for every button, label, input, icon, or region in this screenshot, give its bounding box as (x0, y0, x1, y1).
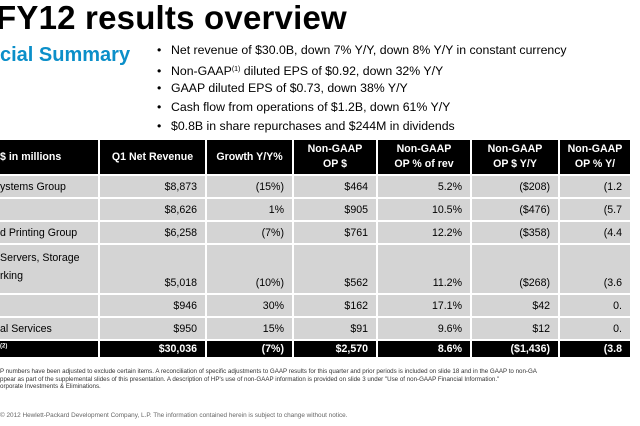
table-row: d Printing Group $6,258 (7%) $761 12.2% … (0, 222, 630, 243)
cell-growth: (7%) (207, 341, 292, 357)
cell-op-pct: 12.2% (378, 222, 470, 243)
bullet-dot-icon: • (157, 100, 162, 114)
cell-revenue: $946 (100, 295, 205, 316)
cell-revenue: $950 (100, 318, 205, 339)
footnote-line: ppear as part of the supplemental slides… (0, 375, 500, 383)
cell-revenue: $8,626 (100, 199, 205, 220)
cell-op-yy: $42 (472, 295, 558, 316)
cell-segment: ystems Group (0, 176, 98, 197)
cell-revenue: $5,018 (100, 245, 205, 293)
cell-op: $562 (294, 245, 376, 293)
bullet-dot-icon: • (157, 43, 162, 57)
cell-revenue: $30,036 (100, 341, 205, 357)
cell-op-yy: ($476) (472, 199, 558, 220)
cell-op-yy: ($268) (472, 245, 558, 293)
cell-op-yy: $12 (472, 318, 558, 339)
cell-op-pct-yy: (4.4 (560, 222, 630, 243)
header-revenue: Q1 Net Revenue (100, 140, 205, 174)
table-row: $8,626 1% $905 10.5% ($476) (5.7 (0, 199, 630, 220)
cell-op: $2,570 (294, 341, 376, 357)
cell-growth: (10%) (207, 245, 292, 293)
cell-segment (0, 199, 98, 220)
cell-op-pct-yy: 0. (560, 318, 630, 339)
cell-op: $905 (294, 199, 376, 220)
header-op: Non-GAAP OP $ (294, 140, 376, 174)
section-subtitle: cial Summary (0, 44, 131, 66)
cell-growth: 1% (207, 199, 292, 220)
cell-op-pct: 17.1% (378, 295, 470, 316)
cell-op: $162 (294, 295, 376, 316)
cell-growth: (7%) (207, 222, 292, 243)
copyright-notice: © 2012 Hewlett-Packard Development Compa… (0, 412, 348, 419)
table-header-row: $ in millions Q1 Net Revenue Growth Y/Y%… (0, 140, 630, 174)
cell-segment: d Printing Group (0, 222, 98, 243)
bullet-dot-icon: • (157, 119, 162, 133)
cell-revenue: $8,873 (100, 176, 205, 197)
table-row: al Services $950 15% $91 9.6% $12 0. (0, 318, 630, 339)
cell-growth: 15% (207, 318, 292, 339)
cell-op-pct: 8.6% (378, 341, 470, 357)
table-row: $946 30% $162 17.1% $42 0. (0, 295, 630, 316)
cell-growth: (15%) (207, 176, 292, 197)
summary-bullets: • Net revenue of $30.0B, down 7% Y/Y, dow… (157, 41, 567, 136)
cell-op-pct-yy: (1.2 (560, 176, 630, 197)
bullet-dot-icon: • (157, 64, 162, 78)
financial-summary-table: $ in millions Q1 Net Revenue Growth Y/Y%… (0, 138, 632, 359)
cell-op-pct: 5.2% (378, 176, 470, 197)
cell-op: $464 (294, 176, 376, 197)
cell-op-yy: ($358) (472, 222, 558, 243)
cell-op-pct: 9.6% (378, 318, 470, 339)
bullet-item: • Cash flow from operations of $1.2B, dow… (157, 98, 567, 117)
cell-op-pct: 11.2% (378, 245, 470, 293)
cell-op-yy: ($208) (472, 176, 558, 197)
cell-op-pct-yy: 0. (560, 295, 630, 316)
header-op-pct: Non-GAAP OP % of rev (378, 140, 470, 174)
header-segment: $ in millions (0, 140, 98, 174)
bullet-item: • GAAP diluted EPS of $0.73, down 38% Y/Y (157, 79, 567, 98)
cell-growth: 30% (207, 295, 292, 316)
cell-op-yy: ($1,436) (472, 341, 558, 357)
cell-op: $761 (294, 222, 376, 243)
footnotes: P numbers have been adjusted to exclude … (0, 368, 640, 391)
cell-segment: Servers, Storage rking (0, 245, 98, 293)
cell-op-pct-yy: (3.6 (560, 245, 630, 293)
bullet-dot-icon: • (157, 81, 162, 95)
cell-op-pct: 10.5% (378, 199, 470, 220)
table-row: ystems Group $8,873 (15%) $464 5.2% ($20… (0, 176, 630, 197)
cell-op: $91 (294, 318, 376, 339)
footnote-line: orporate Investments & Eliminations. (0, 383, 101, 390)
cell-revenue: $6,258 (100, 222, 205, 243)
cell-op-pct-yy: (3.8 (560, 341, 630, 357)
table-total-row: (2) $30,036 (7%) $2,570 8.6% ($1,436) (3… (0, 341, 630, 357)
bullet-item: • $0.8B in share repurchases and $244M in… (157, 117, 567, 136)
cell-segment: al Services (0, 318, 98, 339)
bullet-item: • Non-GAAP(1) diluted EPS of $0.92, down … (157, 60, 567, 79)
cell-op-pct-yy: (5.7 (560, 199, 630, 220)
footnote-line: P numbers have been adjusted to exclude … (0, 368, 537, 375)
cell-segment (0, 295, 98, 316)
bullet-item: • Net revenue of $30.0B, down 7% Y/Y, dow… (157, 41, 567, 60)
table-row: Servers, Storage rking $5,018 (10%) $562 … (0, 245, 630, 293)
slide-title: FY12 results overview (0, 0, 347, 36)
header-op-yy: Non-GAAP OP $ Y/Y (472, 140, 558, 174)
copyright-icon: © (0, 412, 7, 419)
header-op-pct-yy: Non-GAAP OP % Y/ (560, 140, 630, 174)
header-growth: Growth Y/Y% (207, 140, 292, 174)
cell-total-label: (2) (0, 341, 98, 357)
